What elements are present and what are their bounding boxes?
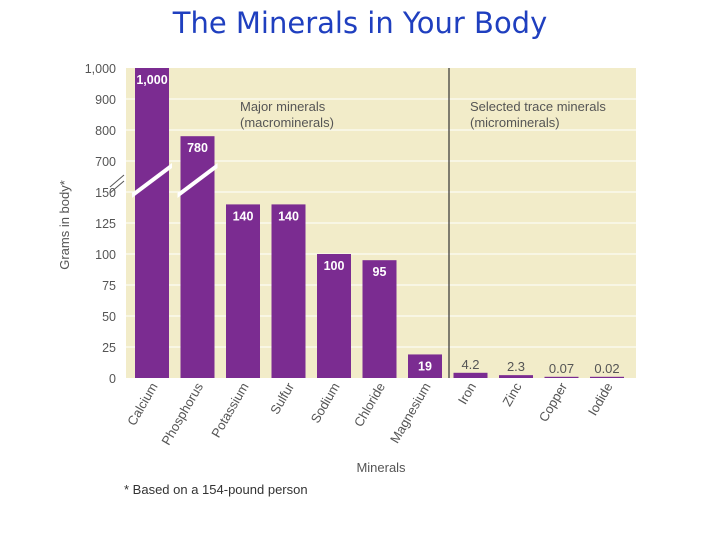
y-tick-label: 75 — [102, 279, 116, 293]
y-tick-label: 25 — [102, 341, 116, 355]
bar-copper — [544, 376, 579, 378]
x-tick-label: Calcium — [124, 380, 160, 428]
axis-break-mark — [109, 180, 125, 194]
bar-calcium — [135, 68, 169, 378]
bar-sodium — [317, 254, 351, 378]
bar-value-label: 4.2 — [461, 357, 479, 372]
break-band — [177, 163, 218, 198]
bar-iodide — [590, 376, 624, 378]
bar-value-label: 0.02 — [594, 361, 619, 376]
bar-value-label: 140 — [278, 209, 299, 223]
x-tick-label: Chloride — [351, 380, 388, 429]
x-tick-label: Iron — [455, 380, 479, 407]
bar-zinc — [499, 375, 533, 378]
x-tick-label: Zinc — [499, 380, 525, 409]
x-tick-label: Sulfur — [267, 379, 297, 416]
y-tick-label: 100 — [95, 248, 116, 262]
y-tick-label: 50 — [102, 310, 116, 324]
bar-value-label: 19 — [418, 359, 432, 373]
bar-value-label: 780 — [187, 141, 208, 155]
bar-value-label: 2.3 — [507, 359, 525, 374]
bar-value-label: 100 — [324, 259, 345, 273]
bar-iron — [453, 372, 488, 378]
group-label-trace: Selected trace minerals (microminerals) — [470, 99, 609, 130]
bars: 1,000 780 140 140 100 95 19 4.2 2.3 0.07 0.02 — [135, 68, 624, 378]
bar-value-label: 0.07 — [549, 361, 574, 376]
y-tick-label: 125 — [95, 217, 116, 231]
y-tick-label: 900 — [95, 93, 116, 107]
break-band — [132, 163, 172, 198]
y-tick-label: 800 — [95, 124, 116, 138]
x-axis-label: Minerals — [356, 460, 406, 475]
y-tick-label: 700 — [95, 155, 116, 169]
x-tick-label: Copper — [536, 379, 571, 424]
slide-title: The Minerals in Your Body — [172, 6, 548, 40]
y-tick-label: 0 — [109, 372, 116, 386]
x-tick-label: Iodide — [585, 380, 616, 418]
y-tick-label: 150 — [95, 186, 116, 200]
axis-break-marks — [109, 163, 218, 198]
y-tick-label: 1,000 — [85, 62, 116, 76]
bar-phosphorus — [180, 136, 215, 378]
y-tick-labels: 0 25 50 75 100 125 150 700 800 900 1,000 — [85, 62, 116, 386]
x-tick-label: Sodium — [308, 380, 343, 426]
bar-chloride — [362, 260, 397, 378]
x-tick-label: Phosphorus — [158, 380, 206, 448]
axis-break-mark — [109, 174, 125, 188]
bar-magnesium — [408, 354, 442, 378]
bar-value-label: 95 — [373, 265, 387, 279]
group-label-major: Major minerals (macrominerals) — [240, 99, 334, 130]
y-axis-label: Grams in body* — [57, 180, 72, 270]
bar-value-label: 1,000 — [136, 73, 167, 87]
footnote: * Based on a 154-pound person — [124, 482, 308, 497]
bar-potassium — [226, 204, 260, 378]
x-tick-label: Magnesium — [387, 380, 434, 446]
bar-value-label: 140 — [233, 209, 254, 223]
x-tick-label: Potassium — [208, 380, 251, 440]
bar-sulfur — [271, 204, 306, 378]
